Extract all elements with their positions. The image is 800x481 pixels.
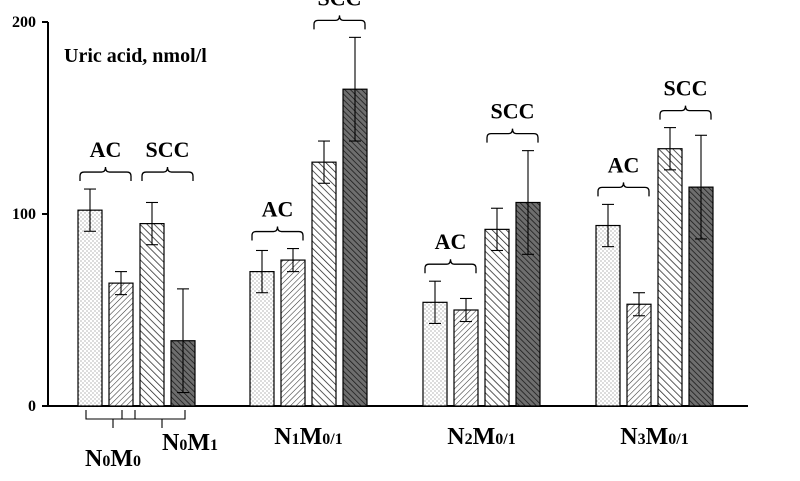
error-bar xyxy=(177,288,189,394)
y-tick-label: 100 xyxy=(12,206,36,223)
bracket-label: AC xyxy=(90,137,122,162)
bar-dots xyxy=(249,271,275,407)
bracket-label: AC xyxy=(435,229,467,254)
x-label-group: N0M0 N0M1 N1M0/1 N2M0/1 N3M0/1 xyxy=(85,410,689,472)
bar-hatch-fine xyxy=(108,282,134,407)
bar-dots xyxy=(595,224,621,407)
error-bar xyxy=(460,297,472,323)
error-bar xyxy=(146,201,158,246)
error-bar xyxy=(695,134,707,240)
y-axis-title: Uric acid, nmol/l xyxy=(64,45,207,67)
error-bar xyxy=(256,249,268,294)
x-group-label: N1M0/1 xyxy=(274,424,342,450)
error-bar xyxy=(602,203,614,248)
x-label-bracket xyxy=(121,410,186,420)
bar-hatch-fine xyxy=(626,303,652,407)
error-bar xyxy=(429,280,441,324)
bracket-scc: SCC xyxy=(659,76,712,120)
bracket-scc: SCC xyxy=(141,137,194,182)
bracket-label: SCC xyxy=(663,76,707,101)
bracket-group: AC SCC AC SCC AC SCC AC SCC xyxy=(79,0,712,274)
bar-hatch xyxy=(484,228,510,407)
bracket-label: AC xyxy=(262,197,294,222)
y-tick-group: 0 100 200 xyxy=(12,14,48,415)
error-bar xyxy=(633,292,645,317)
y-tick-label: 200 xyxy=(12,14,36,31)
bracket-label: AC xyxy=(608,152,640,177)
bracket-scc: SCC xyxy=(486,99,539,143)
error-bar xyxy=(522,150,534,255)
error-bar xyxy=(349,36,361,142)
bracket-ac: AC xyxy=(251,197,304,241)
error-bar xyxy=(287,248,299,273)
bar-dark xyxy=(342,88,368,407)
bracket-label: SCC xyxy=(490,99,534,124)
x-group-label: N3M0/1 xyxy=(620,424,688,450)
bracket-scc: SCC xyxy=(313,0,366,30)
bracket-label: SCC xyxy=(317,0,361,10)
error-bar xyxy=(318,140,330,184)
error-bar xyxy=(84,188,96,232)
bar-hatch xyxy=(311,161,337,407)
error-bar xyxy=(115,271,127,296)
y-tick-label: 0 xyxy=(28,398,36,415)
error-bar xyxy=(491,207,503,252)
bracket-label: SCC xyxy=(145,137,189,162)
x-group-label: N2M0/1 xyxy=(447,424,515,450)
bar-group xyxy=(77,36,714,407)
error-bar xyxy=(664,127,676,171)
x-label-bracket xyxy=(85,410,135,420)
bracket-ac: AC xyxy=(597,152,650,197)
bar-hatch xyxy=(657,148,683,407)
x-group-label: N0M0 xyxy=(85,446,141,472)
bar-dots xyxy=(77,209,103,407)
bracket-ac: AC xyxy=(79,137,132,182)
bracket-ac: AC xyxy=(424,229,477,274)
x-group-label: N0M1 xyxy=(162,430,218,456)
bar-hatch-fine xyxy=(280,259,306,407)
bar-hatch xyxy=(139,223,165,407)
bar-hatch-fine xyxy=(453,309,479,407)
